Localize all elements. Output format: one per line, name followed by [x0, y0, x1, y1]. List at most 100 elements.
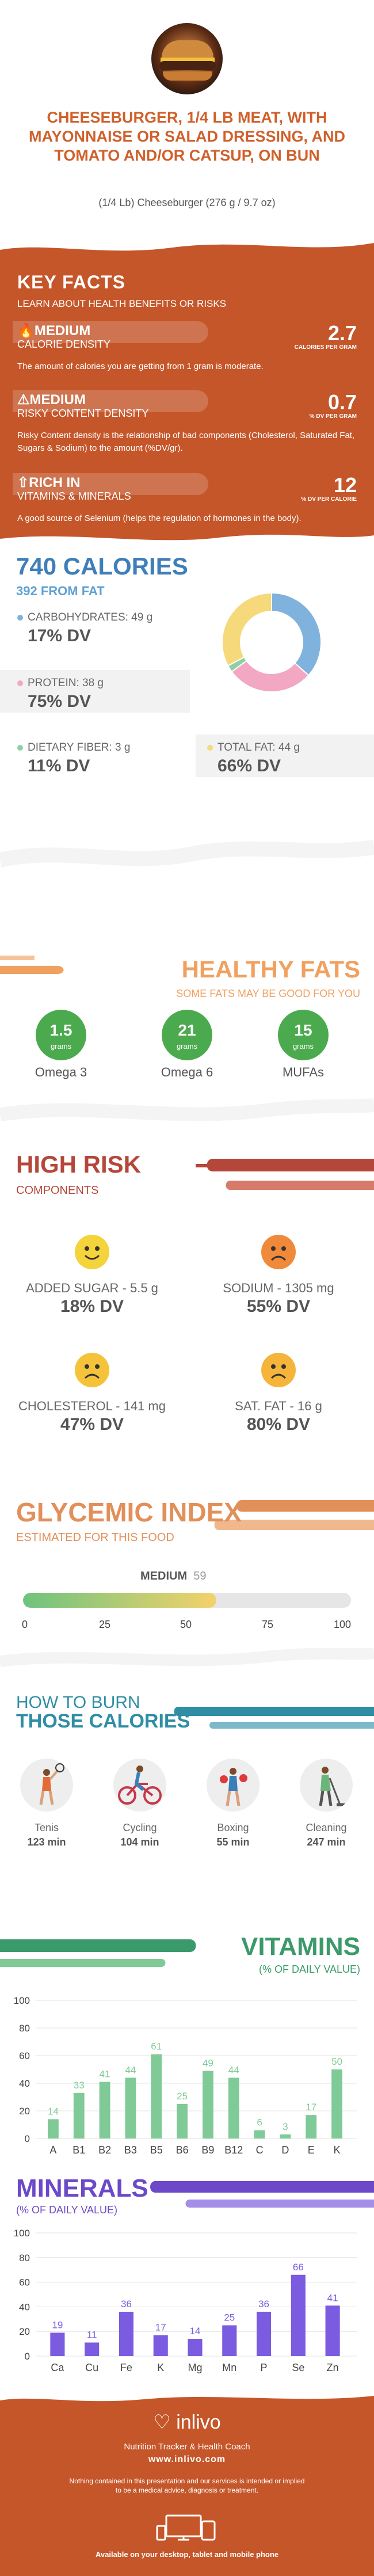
x-category-label: B3 [124, 2144, 137, 2156]
glycemic-tick: 50 [180, 1619, 192, 1630]
fact-tag [13, 390, 208, 412]
vitamin-bar-c [254, 2130, 265, 2139]
fact-description: Risky Content density is the relationshi… [17, 431, 355, 453]
vitamin-bar-d [280, 2134, 291, 2139]
macro-dv: 11% DV [28, 756, 90, 775]
bar-value-label: 36 [121, 2299, 132, 2309]
wave-divider [0, 534, 374, 547]
fact-unit: % DV PER GRAM [309, 413, 357, 420]
bar-value-label: 41 [100, 2069, 110, 2080]
fact-risky-content: ⚠MEDIUM RISKY CONTENT DENSITY 0.7 % DV P… [0, 390, 374, 465]
cyclist-icon [113, 1759, 166, 1812]
legend-dot [17, 745, 23, 751]
fact-vitamins-minerals: ⇧RICH IN VITAMINS & MINERALS 12 % DV PER… [0, 473, 374, 542]
vitamin-bar-b6 [177, 2104, 188, 2139]
mineral-bar-mn [222, 2325, 237, 2356]
vitamin-bar-e [306, 2115, 317, 2139]
fact-calorie-density: 🔥MEDIUM CALORIE DENSITY 2.7 CALORIES PER… [0, 321, 374, 385]
x-category-label: E [308, 2144, 315, 2156]
activity-cleaning: Cleaning 247 min [283, 1759, 369, 1848]
brush-stroke [0, 1939, 196, 1967]
wave-divider [0, 2391, 374, 2402]
key-facts-lead: LEARN ABOUT HEALTH BENEFITS OR RISKS [17, 298, 227, 309]
fact-value: 2.7 [327, 321, 357, 345]
x-category-label: B2 [98, 2144, 111, 2156]
donut-slice-protein [231, 660, 310, 692]
patty [159, 61, 216, 70]
activity-name: Cycling [123, 1822, 157, 1833]
x-category-label: Fe [120, 2362, 132, 2373]
bar-value-label: 66 [293, 2262, 304, 2273]
warning-icon: ⚠ [17, 392, 30, 408]
inlivo-logo[interactable]: ♡ inlivo [153, 2411, 221, 2433]
key-facts-title: KEY FACTS [17, 272, 125, 292]
vitamin-bar-a [48, 2119, 59, 2139]
flame-icon: 🔥 [17, 323, 35, 338]
activity-name: Cleaning [306, 1822, 347, 1833]
healthy-fats-subtitle: SOME FATS MAY BE GOOD FOR YOU [176, 988, 360, 999]
y-tick-label: 80 [19, 2252, 30, 2263]
activity-minutes: 123 min [27, 1836, 66, 1848]
bar-value-label: 25 [224, 2312, 235, 2323]
x-category-label: P [261, 2362, 268, 2373]
vitamin-bar-b12 [228, 2077, 239, 2139]
fact-name: CALORIE DENSITY [17, 338, 111, 350]
risk-label: CHOLESTEROL - 141 mg [18, 1399, 166, 1413]
vitamin-bar-b3 [125, 2077, 136, 2139]
risk-label: ADDED SUGAR - 5.5 g [26, 1281, 158, 1295]
footer-url-link[interactable]: www.inlivo.com [148, 2455, 226, 2464]
x-category-label: Mn [222, 2362, 236, 2373]
legend-dot [207, 745, 213, 751]
happy-face-icon [75, 1235, 109, 1269]
calories-total: 740 CALORIES [16, 553, 188, 580]
vitamin-bar-b5 [151, 2054, 162, 2139]
macro-label: CARBOHYDRATES: 49 g [28, 611, 153, 623]
bar-value-label: 17 [306, 2102, 316, 2113]
y-tick-label: 100 [14, 1995, 30, 2006]
tennis-player-icon [20, 1759, 73, 1812]
header: CHEESEBURGER, 1/4 LB MEAT, WITH MAYONNAI… [0, 0, 374, 237]
y-tick-label: 20 [19, 2326, 30, 2337]
fact-level: ⚠MEDIUM [17, 392, 86, 408]
fat-name: Omega 3 [35, 1065, 87, 1079]
bar-value-label: 25 [177, 2091, 188, 2102]
high-risk-subtitle: COMPONENTS [16, 1184, 99, 1197]
mineral-bar-fe [119, 2311, 133, 2356]
macro-band [196, 735, 374, 777]
fat-circle: 1.5 grams [36, 1010, 86, 1060]
legend-dot [17, 680, 23, 686]
wave-divider [0, 237, 374, 251]
bar-value-label: 44 [228, 2064, 239, 2075]
stripe-divider [0, 1647, 374, 1667]
bar-value-label: 14 [190, 2326, 201, 2337]
fat-circle: 21 grams [162, 1010, 212, 1060]
activity-boxing: Boxing 55 min [190, 1759, 276, 1848]
fact-value: 0.7 [327, 390, 357, 414]
footer: ♡ inlivo Nutrition Tracker & Health Coac… [0, 2391, 374, 2576]
x-category-label: Mg [188, 2362, 202, 2373]
risk-dv: 47% DV [60, 1415, 124, 1434]
vitamin-bar-b9 [203, 2071, 213, 2139]
y-tick-label: 20 [19, 2106, 30, 2117]
macro-dv: 66% DV [217, 756, 281, 775]
bar-value-label: 3 [283, 2121, 288, 2132]
activity-name: Boxing [217, 1822, 249, 1833]
y-tick-label: 60 [19, 2050, 30, 2061]
mineral-bar-cu [85, 2342, 100, 2356]
minerals-section: MINERALS (% OF DAILY VALUE) 0 20 40 60 80 100… [0, 2174, 374, 2391]
stripe-divider [0, 1098, 374, 1121]
high-risk-title: HIGH RISK [16, 1151, 142, 1178]
glycemic-bar-fill [23, 1593, 217, 1608]
x-category-label: B9 [201, 2144, 214, 2156]
activity-minutes: 104 min [120, 1836, 159, 1848]
sad-face-icon [261, 1353, 296, 1387]
risk-label: SODIUM - 1305 mg [223, 1281, 334, 1295]
risk-dv: 80% DV [246, 1415, 311, 1434]
fact-description: A good source of Selenium (helps the reg… [17, 513, 302, 523]
mineral-bar-zn [325, 2305, 340, 2356]
activity-name: Tenis [34, 1822, 59, 1833]
x-category-label: C [256, 2144, 264, 2156]
y-tick-label: 80 [19, 2023, 30, 2034]
vitamins-bar-chart: 0 20 40 60 80 100 14 A 33 B1 41 B2 44 B3 61 B5 25 B6 49 B9 4… [14, 1995, 357, 2156]
bar-value-label: 17 [155, 2322, 166, 2333]
